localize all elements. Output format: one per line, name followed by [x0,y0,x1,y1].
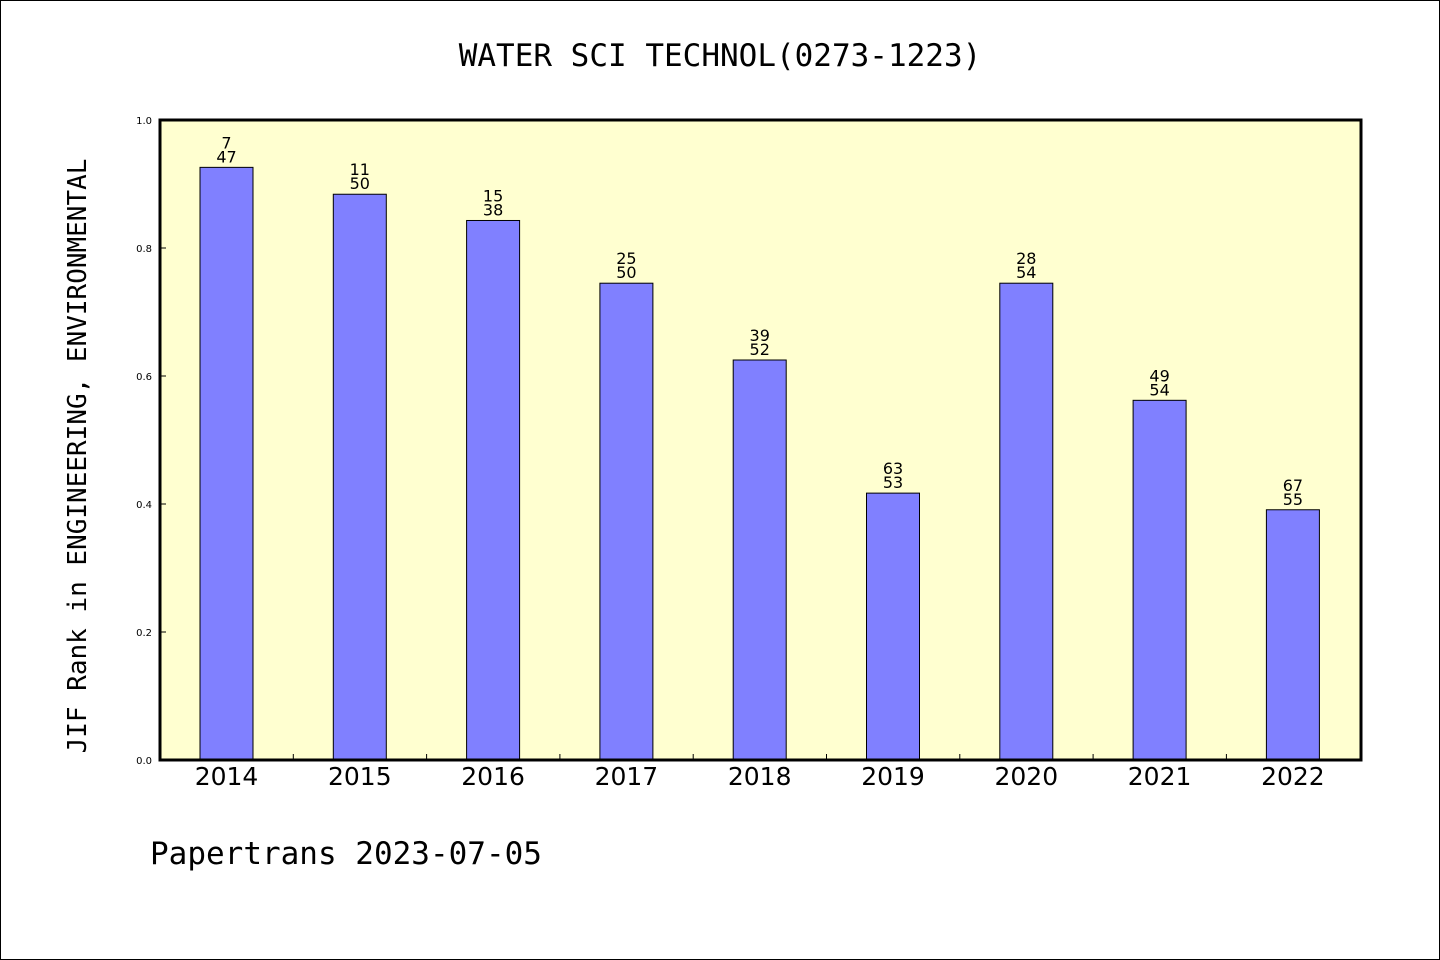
y-tick-label: 1.0 [136,116,152,127]
data-label-rank: 7 [221,133,231,152]
bar [866,492,920,761]
plot-border [158,118,1363,762]
data-label-total: 47 [216,147,236,166]
y-tick-label: 0.6 [136,372,152,383]
data-label-rank: 63 [883,459,903,478]
y-tick-label: 0.2 [136,628,152,639]
data-label-rank: 25 [616,249,636,268]
y-tick-label: 0.4 [136,500,152,511]
x-tick-label: 2021 [1128,762,1192,791]
bar [332,193,387,761]
bars [199,166,1320,761]
x-tick-label: 2022 [1261,762,1325,791]
data-label-rank: 49 [1149,366,1169,385]
x-tick-label: 2014 [195,762,259,791]
y-axis-label: JIF Rank in ENGINEERING, ENVIRONMENTAL [63,159,93,754]
x-tick-label: 2020 [994,762,1058,791]
data-label-rank: 11 [350,160,370,179]
x-axis-ticks: 2014 2015 2016 2017 2018 2019 2020 2021 2022 [195,754,1325,791]
data-label-total: 38 [483,200,503,219]
data-label-rank: 39 [750,326,770,345]
bar [999,282,1054,761]
x-tick-label: 2017 [595,762,659,791]
bar [599,282,654,761]
data-label-total: 54 [1149,380,1169,399]
data-label-total: 52 [750,340,770,359]
data-label-total: 54 [1016,263,1036,282]
x-tick-label: 2015 [328,762,392,791]
bar [732,359,787,761]
data-label-total: 53 [883,473,903,492]
data-label-rank: 67 [1283,476,1303,495]
y-tick-label: 0.8 [136,244,152,255]
bar [1132,399,1187,761]
x-tick-label: 2019 [861,762,925,791]
x-tick-label: 2018 [728,762,792,791]
bar [1265,509,1320,761]
data-label-total: 50 [350,174,370,193]
data-label-total: 50 [616,263,636,282]
data-label-rank: 15 [483,186,503,205]
data-label-total: 55 [1283,490,1303,509]
data-label-rank: 28 [1016,249,1036,268]
bar [466,219,521,761]
chart-title: WATER SCI TECHNOL(0273-1223) [459,38,982,74]
y-tick-label: 0.0 [136,756,152,767]
bar [199,166,254,761]
x-tick-label: 2016 [461,762,525,791]
footer-credit: Papertrans 2023-07-05 [150,836,542,872]
